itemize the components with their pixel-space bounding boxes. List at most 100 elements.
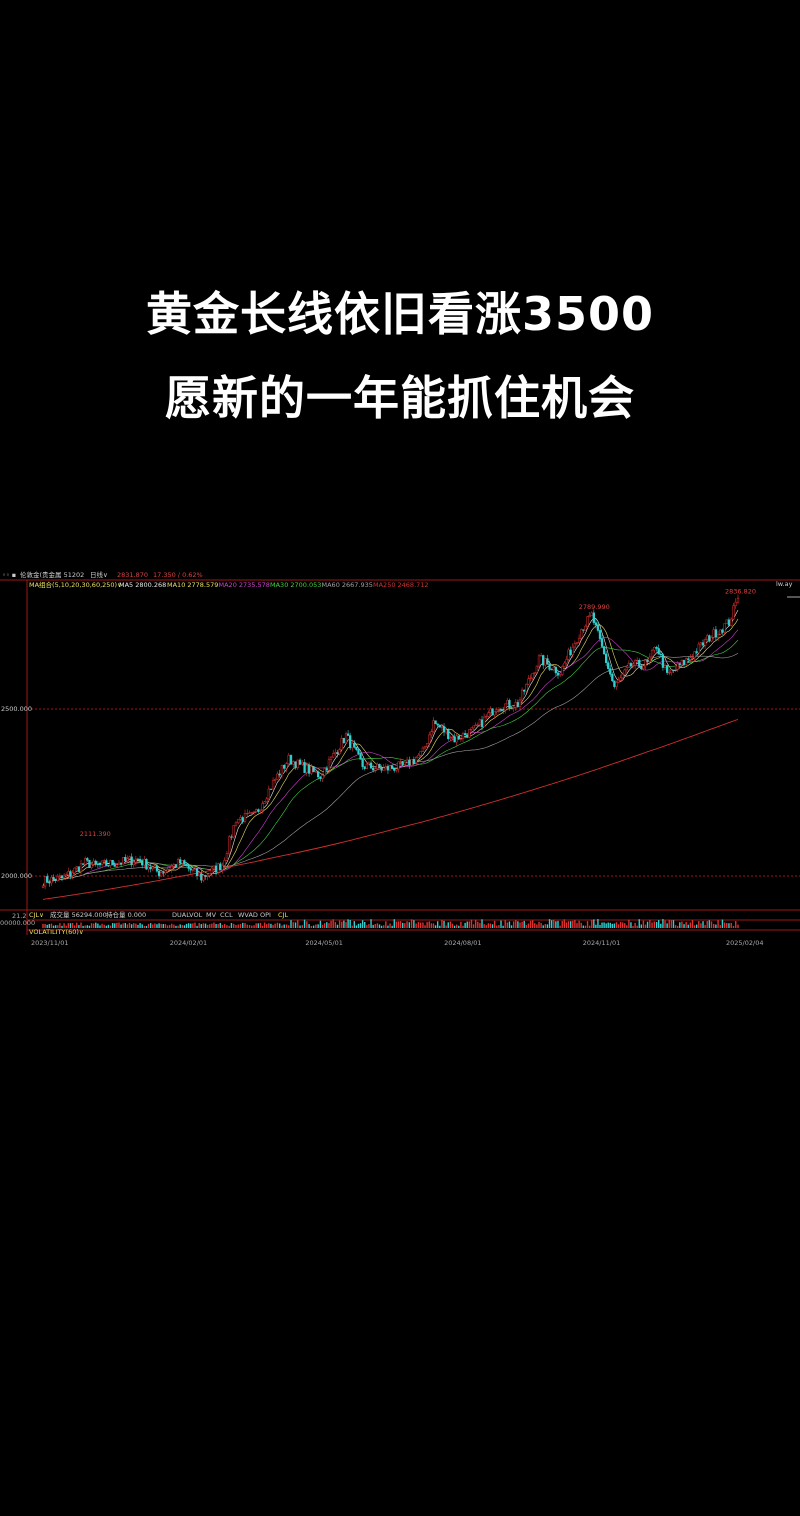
volume-bar bbox=[270, 923, 272, 928]
moving-average-lines bbox=[42, 609, 739, 900]
candle bbox=[179, 857, 182, 865]
candle bbox=[577, 634, 581, 644]
candle bbox=[627, 660, 631, 669]
volume-bar bbox=[732, 925, 735, 928]
candle bbox=[248, 810, 251, 814]
volume-bar bbox=[194, 922, 196, 928]
candle bbox=[81, 862, 85, 866]
candle bbox=[520, 687, 524, 703]
volume-bar bbox=[349, 919, 351, 928]
candle bbox=[588, 612, 591, 618]
volume-bar bbox=[147, 923, 150, 928]
volume-bar bbox=[343, 920, 345, 928]
volatility-indicator[interactable]: VOLATILITY(60)∨ bbox=[29, 928, 84, 936]
candle bbox=[217, 862, 220, 875]
indicator-name[interactable]: CJL∨ bbox=[29, 911, 44, 919]
candle bbox=[447, 728, 450, 741]
volume-bar bbox=[611, 923, 614, 928]
indicator-tab[interactable]: WVAD bbox=[238, 911, 258, 919]
volume-bar bbox=[359, 923, 362, 928]
volume-bar bbox=[449, 921, 452, 928]
volume-bar bbox=[116, 922, 118, 928]
candle bbox=[276, 771, 279, 780]
candle bbox=[533, 672, 536, 677]
volume-bar bbox=[355, 925, 358, 928]
volume-bar bbox=[512, 921, 515, 928]
candle bbox=[391, 764, 394, 770]
volume-bar bbox=[653, 921, 656, 928]
volume-bar bbox=[408, 922, 411, 928]
indicator-tab[interactable]: MV bbox=[206, 911, 217, 919]
candle bbox=[482, 713, 486, 728]
y-axis: 2500.000 2000.000 bbox=[1, 705, 32, 880]
candle bbox=[128, 855, 131, 860]
indicator-tab[interactable]: CJL bbox=[278, 911, 288, 919]
volume-bar bbox=[698, 921, 700, 928]
volume-bar bbox=[237, 924, 239, 928]
indicator-tab[interactable]: OPI bbox=[260, 911, 271, 919]
volume-bar bbox=[351, 925, 353, 928]
candle bbox=[668, 668, 671, 676]
volume-bar bbox=[103, 924, 105, 928]
candle bbox=[706, 633, 709, 644]
volume-bar bbox=[283, 924, 285, 928]
volume-bar bbox=[175, 925, 177, 928]
volume-bar bbox=[574, 919, 576, 928]
candle bbox=[200, 870, 203, 884]
volume-bar bbox=[246, 924, 248, 928]
candle bbox=[499, 707, 503, 711]
candle bbox=[548, 660, 551, 672]
volume-bar bbox=[721, 919, 724, 928]
volume-bar bbox=[470, 919, 473, 928]
volume-bar bbox=[621, 922, 624, 928]
candle bbox=[468, 728, 471, 739]
volume-bar bbox=[71, 922, 74, 928]
ma-legend-title[interactable]: MA组合(5,10,20,30,60,250)∨ bbox=[29, 580, 122, 589]
volume-bar bbox=[458, 925, 460, 928]
volume-bar bbox=[719, 925, 721, 928]
ma20-line bbox=[42, 629, 739, 887]
volume-bar bbox=[630, 922, 632, 928]
candle bbox=[228, 835, 231, 856]
volume-bar bbox=[730, 922, 732, 928]
volume-bar bbox=[50, 923, 53, 928]
y-tick-label: 2000.000 bbox=[1, 872, 32, 880]
candle bbox=[73, 867, 76, 876]
candle bbox=[219, 862, 222, 871]
period-selector[interactable]: 日线∨ bbox=[90, 570, 108, 579]
candle bbox=[378, 763, 381, 769]
candle bbox=[223, 857, 226, 870]
volume-bar bbox=[137, 924, 139, 928]
volume-bar bbox=[376, 923, 379, 928]
candle bbox=[695, 648, 698, 655]
volume-bar bbox=[634, 922, 636, 928]
candle bbox=[459, 736, 463, 742]
volume-bar bbox=[130, 924, 133, 928]
volume-bar bbox=[230, 923, 233, 928]
candle bbox=[414, 755, 418, 766]
candle bbox=[376, 762, 379, 770]
candle bbox=[714, 626, 718, 642]
volume-bar bbox=[506, 922, 509, 928]
candle bbox=[113, 861, 116, 867]
candle bbox=[77, 866, 81, 872]
candle bbox=[316, 770, 320, 780]
window-icons[interactable]: ◦◦ ▪ bbox=[2, 571, 16, 579]
volume-bar bbox=[572, 920, 574, 928]
indicator-tab[interactable]: CCL bbox=[220, 911, 233, 919]
indicator-tab[interactable]: DUALVOL bbox=[172, 911, 203, 919]
candle bbox=[65, 872, 68, 880]
symbol-name[interactable]: 伦敦金(贵金属 51202 bbox=[20, 570, 84, 579]
volume-bar bbox=[215, 924, 217, 928]
candle bbox=[67, 867, 70, 877]
volume-bar bbox=[217, 924, 219, 928]
volume-bar bbox=[69, 923, 72, 928]
candle bbox=[246, 809, 249, 816]
candle bbox=[472, 725, 475, 732]
volume-bar bbox=[555, 921, 557, 928]
ma-legend-item: MA250 2468.712 bbox=[373, 581, 429, 589]
volume-bar bbox=[695, 924, 698, 928]
candle bbox=[491, 708, 494, 716]
volume-bar bbox=[368, 924, 370, 928]
